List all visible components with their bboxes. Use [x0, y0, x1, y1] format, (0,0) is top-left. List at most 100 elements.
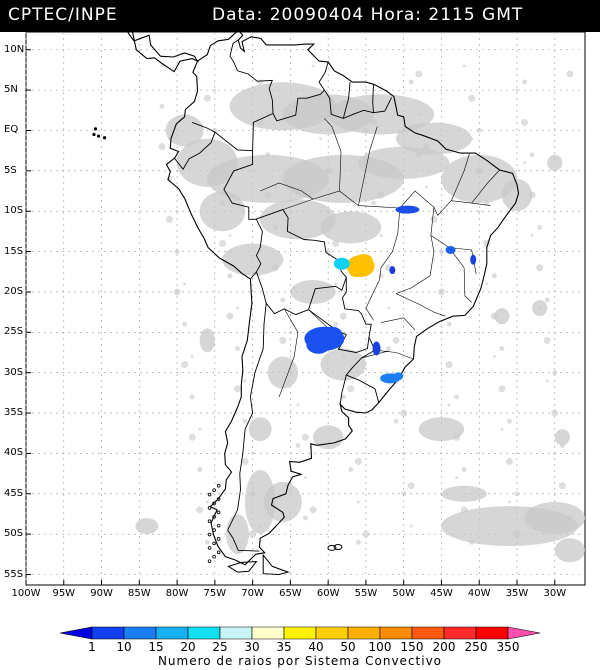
header-datetime: Data: 20090404 Hora: 2115 GMT: [212, 5, 524, 25]
state-border: [380, 317, 416, 331]
cloud-patch: [441, 485, 487, 502]
cloud-speck: [558, 482, 566, 490]
cloud-patch: [547, 154, 563, 171]
cloud-speck: [281, 258, 285, 262]
colorbar-segment: [251, 626, 285, 640]
latitude-label: 20S: [4, 285, 24, 297]
cloud-speck: [468, 94, 476, 102]
cloud-speck: [203, 94, 211, 102]
sys-goias: [389, 266, 396, 275]
cloud-speck: [552, 370, 558, 376]
cloud-patch: [290, 279, 336, 304]
cloud-speck: [537, 224, 543, 230]
longitude-label: 100W: [11, 588, 41, 599]
longitude-label: 70W: [241, 588, 264, 599]
cloud-speck: [356, 500, 360, 504]
colorbar-tick-label: 200: [432, 640, 456, 654]
colorbar-segment: [59, 626, 93, 640]
cloud-patch: [226, 514, 249, 555]
cloud-patch: [327, 94, 435, 135]
cloud-patch: [441, 154, 518, 203]
sys-paraguay: [322, 326, 343, 343]
fjord-island: [216, 497, 221, 501]
fjord-island: [212, 528, 216, 532]
cloud-speck: [407, 482, 415, 490]
fjord-island: [216, 510, 221, 515]
cloud-speck: [477, 209, 481, 213]
cloud-speck: [446, 321, 452, 327]
fjord-island: [216, 537, 221, 541]
cloud-speck: [174, 249, 180, 255]
cloud-speck: [499, 345, 505, 351]
fjord-island: [212, 514, 216, 519]
cloud-patch: [501, 179, 533, 212]
continent-outline: [165, 29, 520, 566]
colorbar-segment: [443, 626, 477, 640]
cloud-speck: [392, 336, 400, 344]
latitude-label: 40S: [4, 447, 24, 459]
cloud-speck: [536, 264, 544, 272]
sys-paraguay: [306, 335, 331, 354]
fjord-island: [207, 492, 212, 497]
colorbar-tick-label: 150: [400, 640, 424, 654]
cloud-speck: [551, 409, 559, 417]
latitude-label: 5N: [4, 84, 18, 96]
cloud-patch: [395, 122, 472, 155]
cloud-speck: [220, 161, 224, 165]
longitude-label: 80W: [165, 588, 189, 599]
fjord-island: [216, 483, 221, 488]
longitude-label: 85W: [127, 588, 151, 599]
colorbar-segment: [187, 626, 221, 640]
longitude-label: 75W: [203, 588, 227, 599]
cloud-speck: [447, 403, 451, 407]
cloud-speck: [514, 491, 520, 497]
cloud-speck: [454, 394, 460, 400]
cloud-speck: [188, 433, 196, 441]
cloud-speck: [355, 539, 361, 545]
cloud-speck: [272, 224, 278, 230]
cloud-speck: [530, 233, 534, 237]
colorbar-segment: [347, 626, 381, 640]
cloud-speck: [545, 379, 549, 383]
fjord-island: [216, 550, 221, 555]
cloud-speck: [302, 433, 309, 441]
cloud-patch: [358, 146, 450, 179]
cloud-speck: [318, 176, 324, 182]
latitude-label: 5S: [4, 164, 17, 176]
cloud-speck: [228, 233, 232, 237]
cloud-speck: [560, 524, 564, 528]
cloud-speck: [168, 137, 172, 141]
cloud-speck: [183, 282, 187, 286]
country-borders: [173, 39, 500, 552]
colorbar-segment: [315, 626, 349, 640]
cloud-patch: [320, 348, 367, 381]
longitude-label: 50W: [392, 588, 415, 599]
latitude-label: 10N: [4, 43, 25, 55]
cloud-patch: [165, 114, 204, 147]
colorbar-caption: Numero de raios por Sistema Convectivo: [157, 654, 443, 668]
colorbar: [59, 626, 541, 640]
cloud-speck: [401, 491, 407, 497]
cloud-patch: [524, 501, 586, 534]
cloud-speck: [522, 79, 528, 85]
cloud-speck: [400, 409, 408, 417]
longitude-label: 35W: [505, 588, 529, 599]
country-border: [342, 82, 351, 119]
cloud-speck: [417, 112, 421, 116]
cloud-patch: [320, 211, 382, 244]
cloud-speck: [445, 361, 453, 369]
cloud-speck: [333, 321, 339, 327]
cloud-speck: [507, 500, 511, 504]
state-border: [448, 247, 472, 303]
state-border: [282, 190, 491, 216]
cloud-speck: [182, 321, 188, 327]
cloud-speck: [484, 200, 490, 206]
cloud-speck: [317, 94, 325, 102]
cloud-speck: [430, 215, 438, 223]
cloud-patch: [312, 425, 344, 450]
cloud-speck: [513, 530, 521, 538]
state-border: [395, 207, 435, 294]
country-border: [372, 84, 374, 113]
cloud-speck: [158, 143, 166, 151]
latitude-label: 50S: [4, 528, 24, 540]
